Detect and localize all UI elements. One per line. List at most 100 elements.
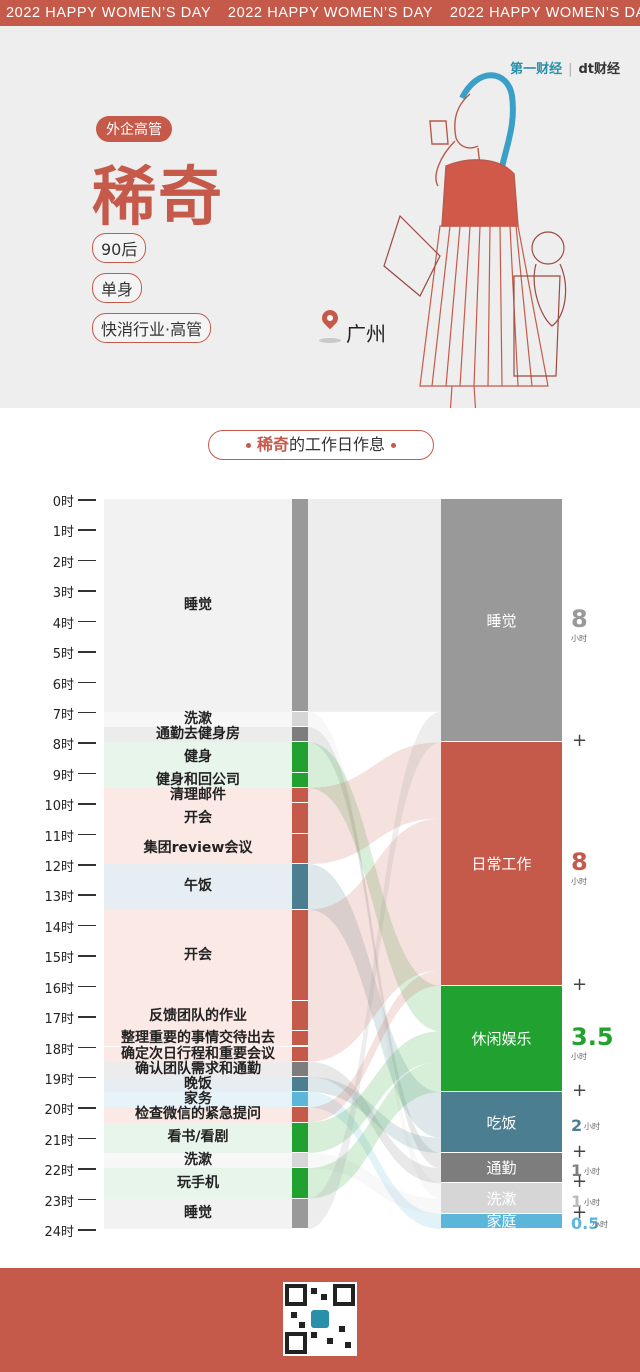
activity-segment — [104, 909, 292, 1001]
y-tick — [78, 1076, 96, 1079]
activity-label: 集团review会议 — [143, 840, 253, 857]
y-tick — [78, 833, 96, 836]
activity-strip — [292, 1107, 308, 1122]
activity-segment — [104, 711, 292, 728]
y-tick — [78, 894, 96, 896]
banner-text: 2022 HAPPY WOMEN’S DAY — [227, 5, 434, 21]
activity-strip — [292, 1198, 308, 1228]
y-tick — [78, 864, 96, 866]
industry-tag: 快消行业·高管 — [92, 313, 212, 343]
activity-segment — [104, 1046, 292, 1062]
y-tick-label: 11时 — [44, 829, 74, 845]
banner-text: 2022 HAPPY WOMEN’S DAY — [6, 5, 212, 21]
y-tick-label: 19时 — [44, 1072, 74, 1088]
person-name: 稀奇 — [92, 161, 224, 235]
age-tag: 90后 — [92, 233, 147, 263]
flow-link — [308, 742, 441, 1017]
y-tick — [78, 1198, 96, 1201]
y-tick — [78, 620, 96, 623]
category-box: 日常工作 — [441, 742, 562, 985]
brand-logo: 第一财经 | dt财经 — [510, 62, 620, 77]
category-hours: 1 — [571, 1161, 583, 1181]
activity-label: 午饭 — [184, 878, 212, 895]
flow-link — [308, 818, 441, 1001]
y-tick-label: 13时 — [44, 890, 74, 906]
category-box: 家庭 — [441, 1212, 562, 1230]
activity-label: 家务 — [184, 1091, 212, 1108]
y-tick-label: 3时 — [52, 586, 74, 602]
activity-segment — [104, 1122, 292, 1153]
footer — [0, 1268, 640, 1372]
y-tick-label: 15时 — [44, 951, 74, 967]
activity-strip — [292, 787, 308, 803]
activity-label: 整理重要的事情交待出去 — [121, 1030, 275, 1047]
flow-link — [308, 1061, 441, 1184]
activity-label: 清理邮件 — [170, 787, 226, 804]
activity-label: 检查微信的紧急提问 — [135, 1106, 261, 1123]
activity-strip — [292, 1092, 308, 1107]
flow-link — [308, 742, 441, 804]
flow-link — [308, 909, 441, 1032]
flow-link — [308, 727, 441, 1169]
category-unit: 小时 — [571, 877, 587, 886]
flow-link — [308, 711, 441, 1229]
y-tick-label: 20时 — [44, 1103, 74, 1119]
category-hours: 1 — [571, 1191, 583, 1211]
category-box: 通勤 — [441, 1152, 562, 1183]
y-tick-label: 6时 — [52, 677, 74, 693]
y-tick — [78, 803, 96, 805]
category-unit: 小时 — [571, 1051, 587, 1061]
category-hours: 0.5 — [571, 1214, 600, 1234]
brand-logo-left: 第一财经 — [510, 62, 563, 77]
category-hours: 2 — [571, 1115, 583, 1135]
activity-label: 反馈团队的作业 — [149, 1007, 247, 1024]
flow-link — [308, 772, 441, 1032]
y-tick-label: 8时 — [52, 738, 74, 754]
activity-strip — [292, 499, 308, 711]
category-boundary-tick: + — [572, 730, 588, 752]
y-tick — [78, 559, 96, 562]
y-tick — [78, 499, 96, 501]
y-tick — [78, 681, 96, 683]
category-unit: 小时 — [592, 1220, 608, 1230]
category-box: 吃饭 — [441, 1092, 562, 1152]
activity-label: 确认团队需求和通勤 — [135, 1060, 261, 1077]
flow-link — [308, 787, 441, 864]
activity-strip — [292, 864, 308, 909]
category-unit: 小时 — [584, 1197, 600, 1207]
y-tick — [78, 772, 96, 775]
flow-link — [308, 940, 441, 1047]
activity-segment — [104, 1168, 292, 1199]
chart-title-rest: 的工作日作息 — [289, 435, 386, 454]
category-unit: 小时 — [584, 1121, 600, 1131]
activity-strip — [292, 1076, 308, 1092]
activity-segment — [104, 803, 292, 834]
category-hours: 8 — [571, 604, 588, 633]
y-tick-label: 23时 — [44, 1194, 74, 1210]
flow-link — [308, 1152, 441, 1214]
activity-segment — [104, 1076, 292, 1093]
activity-label: 通勤去健身房 — [156, 726, 240, 743]
dot-icon — [391, 443, 397, 448]
banner-text: 2022 HAPPY WOMEN’S DAY — [449, 5, 640, 21]
activity-segment — [104, 864, 292, 910]
activity-label: 开会 — [184, 809, 212, 826]
activity-strip — [292, 711, 308, 727]
y-tick-label: 18时 — [44, 1042, 74, 1058]
category-boundary-tick: + — [572, 1080, 588, 1102]
category-box: 洗漱 — [441, 1183, 562, 1213]
activity-label: 洗漱 — [184, 711, 212, 728]
flow-link — [308, 711, 441, 1199]
activity-strip — [292, 772, 308, 787]
activity-label: 健身和回公司 — [156, 771, 240, 788]
activity-segment — [104, 833, 292, 864]
activity-segment — [104, 787, 292, 804]
activity-strip — [292, 727, 308, 742]
brand-logo-right: dt财经 — [578, 62, 620, 77]
profile-hero: 第一财经 | dt财经 外企高管 稀奇 90后 单身 快消行业·高管 广州 — [0, 26, 640, 408]
activity-label: 确定次日行程和重要会议 — [121, 1045, 275, 1062]
category-box: 休闲娱乐 — [441, 985, 562, 1092]
activity-strip — [292, 742, 308, 772]
activity-segment — [104, 1031, 292, 1047]
y-tick — [78, 1168, 96, 1170]
